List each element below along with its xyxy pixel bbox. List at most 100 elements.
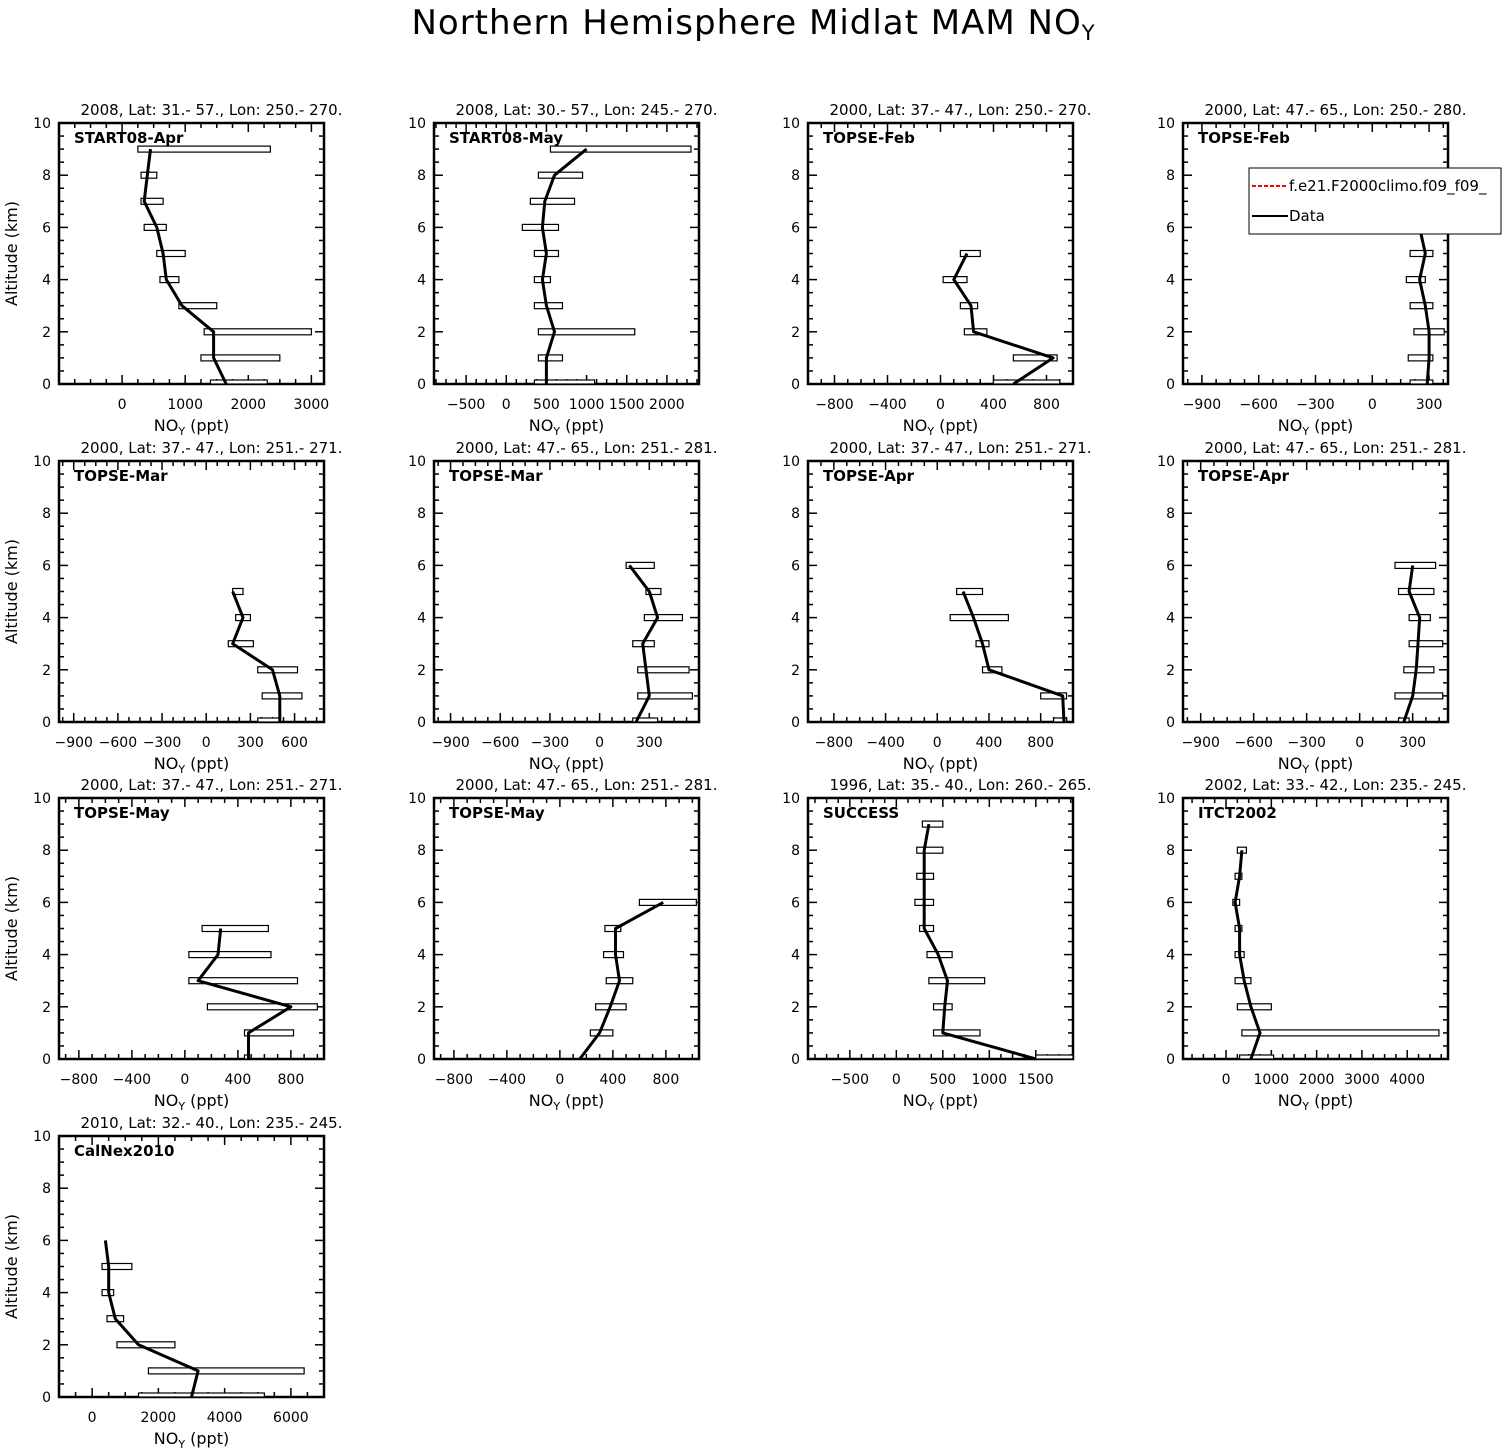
x-tick-label: 1500 bbox=[609, 397, 645, 413]
panel-header: 2002, Lat: 33.- 42., Lon: 235.- 245. bbox=[1205, 776, 1467, 794]
y-tick-label: 0 bbox=[417, 715, 426, 731]
y-tick-label: 6 bbox=[417, 558, 426, 574]
range-bar bbox=[932, 1029, 981, 1037]
range-bar bbox=[1403, 666, 1435, 674]
y-tick-label: 4 bbox=[417, 273, 426, 289]
y-tick-label: 0 bbox=[42, 1390, 51, 1406]
y-tick-label: 6 bbox=[42, 1233, 51, 1249]
plot-frame bbox=[57, 459, 326, 724]
x-tick-label: 500 bbox=[533, 397, 560, 413]
x-tick-label: 0 bbox=[936, 397, 945, 413]
x-axis-label-main: NO bbox=[529, 754, 554, 773]
campaign-label: TOPSE-Apr bbox=[823, 467, 915, 485]
range-bar bbox=[1035, 1054, 1074, 1060]
x-axis-label-unit: (ppt) bbox=[934, 416, 978, 435]
campaign-label: START08-Apr bbox=[74, 129, 184, 147]
campaign-label: TOPSE-Feb bbox=[823, 129, 915, 147]
y-tick-label: 2 bbox=[1166, 663, 1175, 679]
range-bar bbox=[1397, 587, 1435, 596]
range-bar bbox=[137, 1392, 265, 1398]
x-axis-label-unit: (ppt) bbox=[1309, 1091, 1353, 1110]
x-tick-label: −300 bbox=[531, 735, 569, 751]
y-tick-label: 4 bbox=[791, 948, 800, 964]
range-bar bbox=[257, 717, 281, 723]
x-tick-label: 1000 bbox=[569, 397, 605, 413]
x-tick-label: −400 bbox=[488, 1072, 526, 1088]
panel-header: 2000, Lat: 47.- 65., Lon: 251.- 281. bbox=[456, 776, 718, 794]
y-tick-label: 6 bbox=[791, 558, 800, 574]
y-axis-label: Altitude (km) bbox=[2, 539, 21, 644]
x-axis-label-sub: Y bbox=[177, 1100, 185, 1113]
panel-header: 1996, Lat: 35.- 40., Lon: 260.- 265. bbox=[830, 776, 1092, 794]
campaign-label: CalNex2010 bbox=[74, 1142, 174, 1160]
y-tick-label: 8 bbox=[791, 506, 800, 522]
panel-9: 2000, Lat: 37.- 47., Lon: 251.- 271. 0 2 4 6… bbox=[2, 776, 342, 1113]
x-tick-label: 0 bbox=[1368, 397, 1377, 413]
range-bar bbox=[1053, 717, 1068, 723]
y-tick-label: 4 bbox=[1166, 611, 1175, 627]
x-axis-label-sub: Y bbox=[1301, 763, 1309, 776]
plot-frame bbox=[57, 796, 326, 1061]
y-tick-label: 2 bbox=[417, 1000, 426, 1016]
range-bar bbox=[1239, 1054, 1275, 1060]
legend-box bbox=[1248, 167, 1502, 235]
x-axis-label: NOY (ppt) bbox=[154, 754, 229, 776]
y-tick-label: 2 bbox=[42, 663, 51, 679]
range-bar bbox=[1236, 1003, 1272, 1011]
x-tick-label: 800 bbox=[1027, 735, 1054, 751]
x-axis-label-main: NO bbox=[1278, 1091, 1303, 1110]
plot-frame bbox=[806, 796, 1075, 1061]
x-tick-label: −800 bbox=[815, 397, 853, 413]
range-bar bbox=[625, 561, 655, 570]
y-tick-label: 2 bbox=[42, 1338, 51, 1354]
range-bar bbox=[602, 950, 625, 959]
panel-header: 2000, Lat: 47.- 65., Lon: 251.- 281. bbox=[1205, 439, 1467, 457]
y-tick-label: 4 bbox=[1166, 273, 1175, 289]
x-tick-label: 2000 bbox=[1299, 1072, 1335, 1088]
x-axis-label: NOY (ppt) bbox=[903, 416, 978, 438]
range-bar bbox=[261, 692, 303, 700]
x-tick-label: 1000 bbox=[167, 397, 203, 413]
range-bar bbox=[178, 302, 218, 310]
x-tick-label: 0 bbox=[118, 397, 127, 413]
x-tick-label: 4000 bbox=[1389, 1072, 1425, 1088]
x-tick-label: −500 bbox=[831, 1072, 869, 1088]
x-axis-label-sub: Y bbox=[552, 425, 560, 438]
x-axis-label-main: NO bbox=[154, 754, 179, 773]
x-tick-label: 6000 bbox=[273, 1410, 309, 1426]
plot-frame bbox=[57, 121, 326, 386]
x-axis-label-unit: (ppt) bbox=[560, 1091, 604, 1110]
panel-header: 2000, Lat: 47.- 65., Lon: 251.- 281. bbox=[456, 439, 718, 457]
y-tick-label: 6 bbox=[1166, 558, 1175, 574]
x-tick-label: 0 bbox=[1222, 1072, 1231, 1088]
y-tick-label: 10 bbox=[33, 454, 51, 470]
x-tick-label: −400 bbox=[113, 1072, 151, 1088]
x-tick-label: 0 bbox=[892, 1072, 901, 1088]
panel-3: 2000, Lat: 37.- 47., Lon: 250.- 270. 0 2 4 6… bbox=[782, 101, 1091, 438]
y-tick-label: 10 bbox=[408, 791, 426, 807]
range-bar bbox=[243, 1029, 295, 1037]
y-tick-label: 4 bbox=[791, 273, 800, 289]
y-tick-label: 8 bbox=[1166, 168, 1175, 184]
x-axis-label-sub: Y bbox=[177, 425, 185, 438]
range-bar bbox=[1241, 1029, 1440, 1037]
y-tick-label: 6 bbox=[791, 895, 800, 911]
range-bar bbox=[1405, 276, 1426, 284]
y-tick-label: 2 bbox=[42, 1000, 51, 1016]
x-axis-label: NOY (ppt) bbox=[903, 1091, 978, 1113]
x-tick-label: 800 bbox=[278, 1072, 305, 1088]
data-profile-line bbox=[578, 901, 664, 1060]
y-tick-label: 0 bbox=[417, 377, 426, 393]
x-axis-label-main: NO bbox=[903, 416, 928, 435]
data-profile-line bbox=[103, 1240, 200, 1398]
x-tick-label: −300 bbox=[1287, 735, 1325, 751]
x-axis-label-sub: Y bbox=[552, 1100, 560, 1113]
x-axis-label-main: NO bbox=[529, 1091, 554, 1110]
x-axis-label-unit: (ppt) bbox=[934, 754, 978, 773]
x-tick-label: 0 bbox=[88, 1410, 97, 1426]
y-tick-label: 6 bbox=[417, 220, 426, 236]
x-axis-label-unit: (ppt) bbox=[1309, 754, 1353, 773]
plot-frame bbox=[432, 796, 701, 1061]
x-tick-label: 0 bbox=[1355, 735, 1364, 751]
y-tick-label: 4 bbox=[791, 611, 800, 627]
